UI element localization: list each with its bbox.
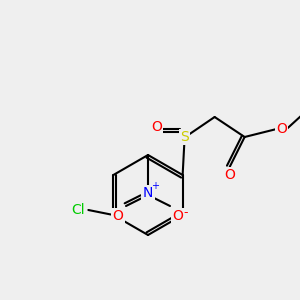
- Text: Cl: Cl: [71, 203, 85, 217]
- Text: +: +: [151, 181, 159, 191]
- Text: O: O: [172, 209, 183, 223]
- Text: O: O: [276, 122, 287, 136]
- Text: N: N: [143, 186, 153, 200]
- Text: O: O: [224, 168, 235, 182]
- Text: O: O: [112, 209, 123, 223]
- Text: -: -: [184, 206, 188, 220]
- Text: O: O: [151, 120, 162, 134]
- Text: S: S: [180, 130, 189, 144]
